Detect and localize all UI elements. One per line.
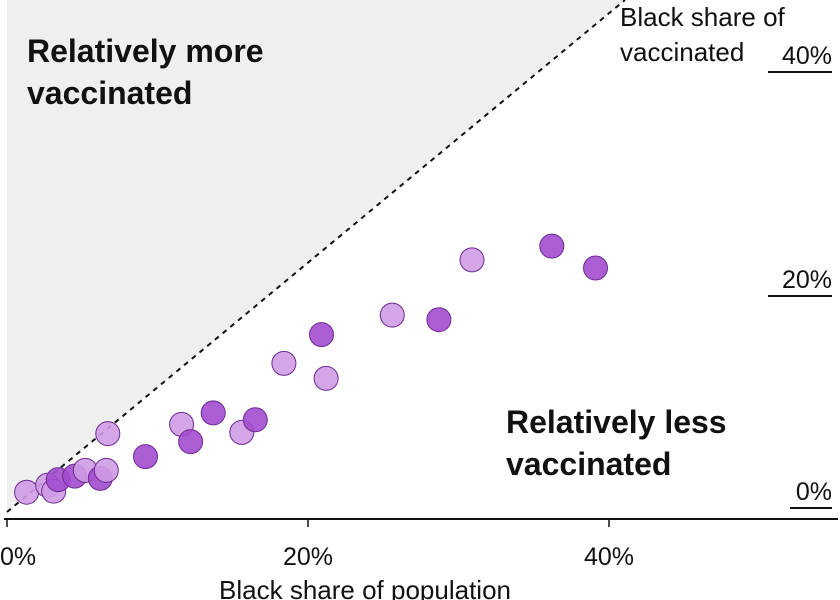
region-label-more-line2: vaccinated [27,75,192,111]
x-tick-label-2: 40% [584,543,634,571]
y-axis-title-line2: vaccinated [620,37,744,67]
data-point [313,365,339,391]
data-point [271,350,297,376]
data-point [583,255,608,281]
y-axis-tick-marks: 0% 20% 40% [768,42,832,509]
data-points [14,233,608,505]
region-label-less-line2: vaccinated [506,446,671,482]
data-point [242,407,268,433]
data-point [95,421,121,447]
data-point [133,444,158,470]
data-point [178,429,204,455]
x-axis-ticks: 0% 20% 40% [0,519,634,571]
y-tick-label-1: 20% [782,266,832,294]
region-label-less-line1: Relatively less [506,404,727,440]
x-tick-label-0: 0% [0,543,36,571]
data-point [539,233,565,259]
x-axis-title: Black share of population [219,575,511,600]
data-point [426,307,452,333]
data-point [93,457,119,483]
y-tick-label-2: 40% [782,42,832,70]
data-point [309,322,334,348]
y-axis-title-line1: Black share of [620,2,786,32]
data-point [379,302,405,328]
region-label-more-line1: Relatively more [27,33,264,69]
data-point [14,479,40,505]
data-point [200,400,226,426]
y-tick-label-0: 0% [796,478,832,506]
x-tick-label-1: 20% [283,543,333,571]
data-point [459,247,485,273]
